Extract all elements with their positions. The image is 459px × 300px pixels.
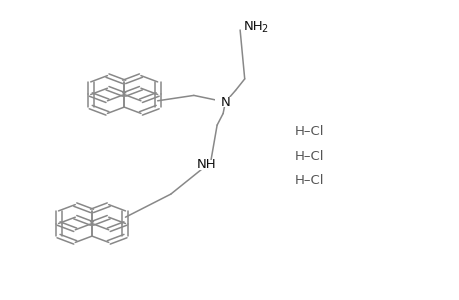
Text: N: N: [220, 95, 230, 109]
Text: H–Cl: H–Cl: [294, 125, 323, 139]
Text: 2: 2: [261, 24, 267, 34]
Text: NH: NH: [197, 158, 216, 172]
FancyBboxPatch shape: [193, 160, 220, 170]
Text: NH: NH: [243, 20, 263, 34]
FancyBboxPatch shape: [215, 97, 235, 107]
Text: H–Cl: H–Cl: [294, 173, 323, 187]
Text: H–Cl: H–Cl: [294, 149, 323, 163]
